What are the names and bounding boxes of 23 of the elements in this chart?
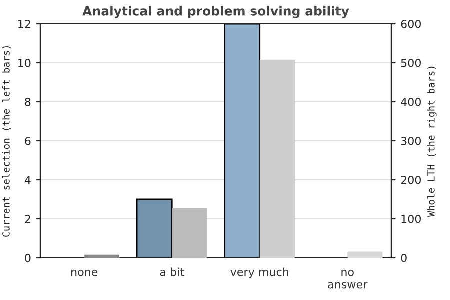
bar	[84, 254, 120, 258]
x-tick-label: no answer	[328, 270, 368, 289]
y-tick-label: 12	[18, 20, 30, 28]
y-axis-title: Current selection (the left bars)	[2, 46, 12, 237]
y2-tick-label: 300	[401, 136, 421, 146]
y2-tick-label: 500	[401, 58, 421, 68]
bar	[348, 252, 383, 258]
y2-axis-title: Whole LTH (the right bars)	[427, 66, 437, 218]
y2-tick-label: 400	[401, 98, 421, 106]
y2-tick-label: 200	[401, 176, 421, 184]
y2-tick-label: 0	[401, 254, 407, 262]
chart-title: Analytical and problem solving ability	[82, 6, 350, 18]
y-tick-label: 10	[18, 58, 31, 68]
y-tick-label: 0	[25, 254, 31, 262]
y-tick-label: 8	[25, 98, 31, 106]
y-tick-label: 6	[25, 136, 31, 146]
x-tick-label: very much	[230, 268, 288, 278]
y2-tick-label: 100	[402, 214, 421, 224]
y-tick-label: 2	[25, 214, 30, 224]
y2-tick-label: 600	[401, 20, 421, 28]
y-tick-label: 4	[24, 176, 31, 184]
x-tick-label: none	[72, 270, 98, 276]
x-tick-label: a bit	[160, 268, 184, 276]
